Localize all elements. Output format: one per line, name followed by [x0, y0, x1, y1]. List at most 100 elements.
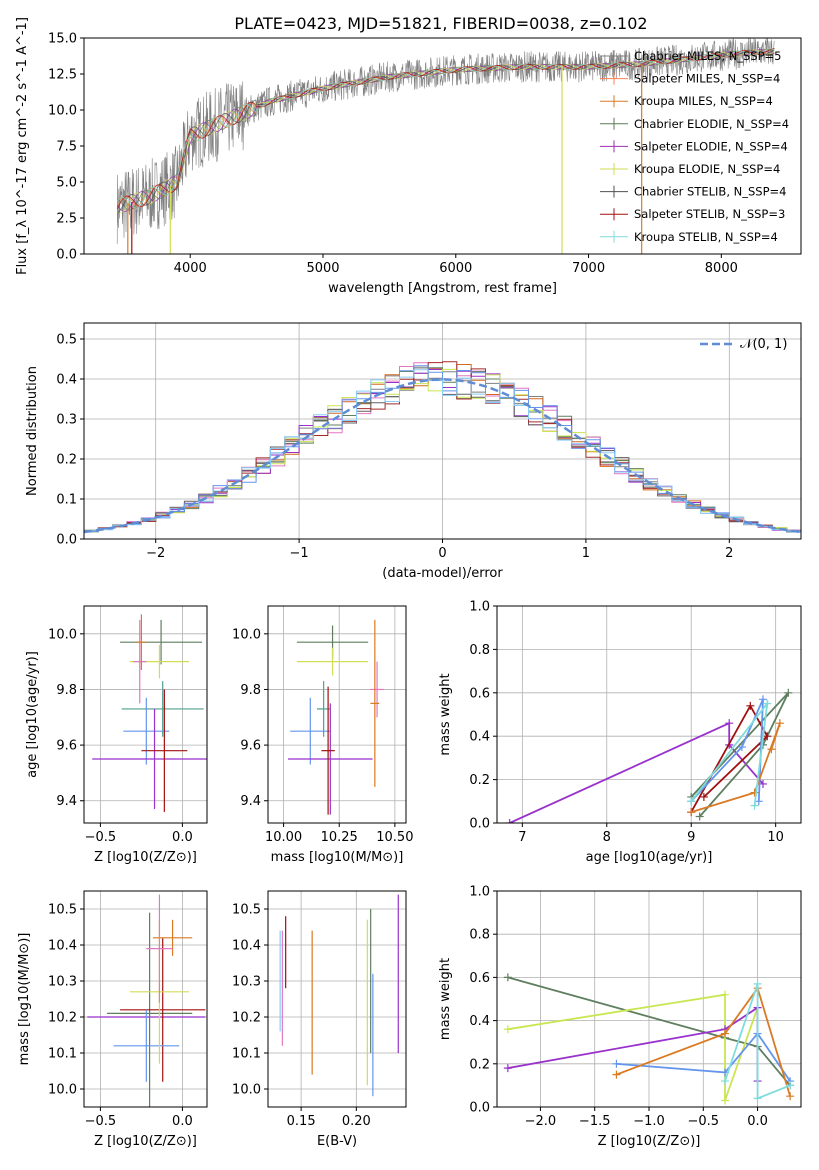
legend-label: 𝒩(0, 1): [740, 337, 787, 352]
y-tick-label: 9.8: [56, 683, 77, 698]
mass-vs-metallicity-panel: −0.5 0.0 10.0 10.1 10.2 10.3 10.4 10.5 Z [log10(…: [17, 890, 208, 1149]
x-tick-label: 7000: [572, 261, 605, 276]
mass-weight-marker: [503, 1025, 512, 1034]
y-tick-label: 10.5: [232, 903, 261, 918]
mass-weight-marker: [612, 1059, 621, 1068]
axes-frame: 4000 5000 6000 7000 8000 0.0 2.5 5.0 7.5 10.0 12.5…: [15, 17, 802, 296]
axes-frame: −2.0 −1.5 −1.0 −0.5 0.0 0.0 0.2 0.4 0.6 0.8 1.0 Z […: [438, 885, 802, 1149]
mass-weight-marker: [503, 973, 512, 982]
y-tick-label: 0.4: [469, 1014, 490, 1029]
x-tick-label: −0.5: [85, 830, 117, 845]
mass-weight-marker: [505, 819, 514, 823]
mass-weight-marker: [753, 979, 762, 988]
model-spectrum-line: [116, 49, 775, 214]
axes-frame: 10.00 10.25 10.50 9.4 9.6 9.8 10.0 mass [log10(…: [232, 605, 413, 865]
y-tick-label: 9.4: [56, 794, 77, 809]
mass-weight-line: [616, 1032, 791, 1082]
mass-weight-marker: [687, 797, 696, 806]
y-axis-label: mass weight: [438, 673, 453, 755]
mass-weight-marker: [725, 719, 734, 728]
y-axis-label: age [log10(age/yr)]: [25, 651, 40, 778]
x-tick-label: 1: [582, 546, 590, 561]
x-tick-label: −1.0: [633, 1114, 665, 1129]
x-tick-label: −0.5: [687, 1114, 719, 1129]
observed-spectrum-line: [116, 38, 775, 244]
mass-weight-line: [509, 721, 764, 823]
y-tick-label: 12.5: [48, 68, 77, 83]
y-tick-label: 0.5: [56, 333, 77, 348]
axes-border: [496, 605, 802, 824]
y-tick-label: 0.0: [56, 533, 77, 548]
y-tick-label: 0.2: [56, 453, 77, 468]
model-spectrum-line: [116, 49, 775, 215]
x-tick-label: 6000: [439, 261, 472, 276]
mass-weight-marker: [699, 792, 708, 801]
mass-weight-line: [616, 986, 791, 1097]
y-tick-label: 9.6: [56, 739, 77, 754]
mass-weight-line: [507, 993, 759, 1101]
x-tick-label: −1.5: [579, 1114, 611, 1129]
mass-weight-line: [724, 983, 791, 1100]
x-tick-label: −2: [146, 546, 165, 561]
axes-frame: −0.5 0.0 10.0 10.1 10.2 10.3 10.4 10.5 Z [log10(…: [17, 890, 208, 1149]
mass-weight-line: [690, 703, 769, 813]
x-axis-label: (data-model)/error: [382, 566, 503, 581]
mass-weight-line: [690, 692, 790, 818]
mass-weight-vs-metallicity-panel: −2.0 −1.5 −1.0 −0.5 0.0 0.0 0.2 0.4 0.6 0.8 1.0 Z […: [438, 885, 802, 1149]
legend-label: Kroupa STELIB, N_SSP=4: [634, 230, 778, 244]
y-tick-label: 0.0: [56, 248, 77, 263]
plot-area: [279, 894, 399, 1097]
y-tick-label: 10.2: [232, 1011, 261, 1026]
legend-label: Salpeter STELIB, N_SSP=3: [634, 207, 785, 221]
y-tick-label: 10.3: [232, 975, 261, 990]
y-tick-label: 10.5: [48, 903, 77, 918]
x-tick-label: 5000: [306, 261, 339, 276]
y-tick-label: 0.6: [469, 686, 490, 701]
mass-weight-marker: [786, 1081, 795, 1090]
y-tick-label: 0.0: [469, 1101, 490, 1116]
y-tick-label: 0.8: [469, 928, 490, 943]
x-tick-label: −2.0: [525, 1114, 557, 1129]
axes-border: [83, 605, 208, 824]
x-tick-label: 0: [438, 546, 446, 561]
x-axis-label: Z [log10(Z/Z⊙)]: [598, 1134, 701, 1149]
mass-weight-marker: [753, 1094, 762, 1103]
y-tick-label: 10.0: [48, 104, 77, 119]
plot-area: [505, 688, 793, 823]
y-tick-label: 0.8: [469, 643, 490, 658]
y-tick-label: 10.2: [48, 1011, 77, 1026]
mass-weight-marker: [763, 732, 772, 741]
mass-weight-marker: [750, 801, 759, 810]
age-vs-metallicity-panel: −0.5 0.0 9.4 9.6 9.8 10.0 Z [log10(Z/Z⊙)] age […: [25, 605, 208, 865]
y-tick-label: 10.0: [232, 1083, 261, 1098]
y-tick-label: 9.8: [240, 683, 261, 698]
y-tick-label: 10.0: [48, 1083, 77, 1098]
plot-area: [92, 614, 207, 812]
x-axis-label: mass [log10(M/M⊙)]: [271, 850, 404, 865]
mass-vs-extinction-panel: 0.15 0.20 10.0 10.1 10.2 10.3 10.4 10.5 E(B-V): [232, 890, 407, 1149]
y-tick-label: 10.1: [232, 1047, 261, 1062]
x-tick-label: 8: [603, 830, 611, 845]
axes-border: [83, 890, 208, 1108]
x-tick-label: 7: [518, 830, 526, 845]
mass-weight-marker: [759, 695, 767, 704]
x-tick-label: 10.50: [376, 830, 413, 845]
x-tick-label: 2: [725, 546, 733, 561]
mass-weight-marker: [784, 688, 793, 697]
y-tick-label: 10.1: [48, 1047, 77, 1062]
x-axis-label: wavelength [Angstrom, rest frame]: [328, 281, 557, 296]
y-tick-label: 2.5: [56, 212, 77, 227]
mass-weight-marker: [746, 701, 755, 710]
legend-label: Chabrier ELODIE, N_SSP=4: [634, 117, 789, 131]
x-axis-label: Z [log10(Z/Z⊙)]: [94, 850, 197, 865]
mass-weight-marker: [721, 1096, 729, 1105]
y-tick-label: 0.3: [56, 413, 77, 428]
x-tick-label: 8000: [705, 261, 738, 276]
spectrum-panel: 4000 5000 6000 7000 8000 0.0 2.5 5.0 7.5 10.0 12.5…: [15, 17, 802, 296]
mass-weight-line: [690, 722, 781, 813]
y-tick-label: 7.5: [56, 140, 77, 155]
plot-area: [84, 361, 801, 534]
y-tick-label: 10.0: [48, 627, 77, 642]
x-tick-label: 10: [767, 830, 784, 845]
mass-weight-marker: [786, 1092, 795, 1101]
